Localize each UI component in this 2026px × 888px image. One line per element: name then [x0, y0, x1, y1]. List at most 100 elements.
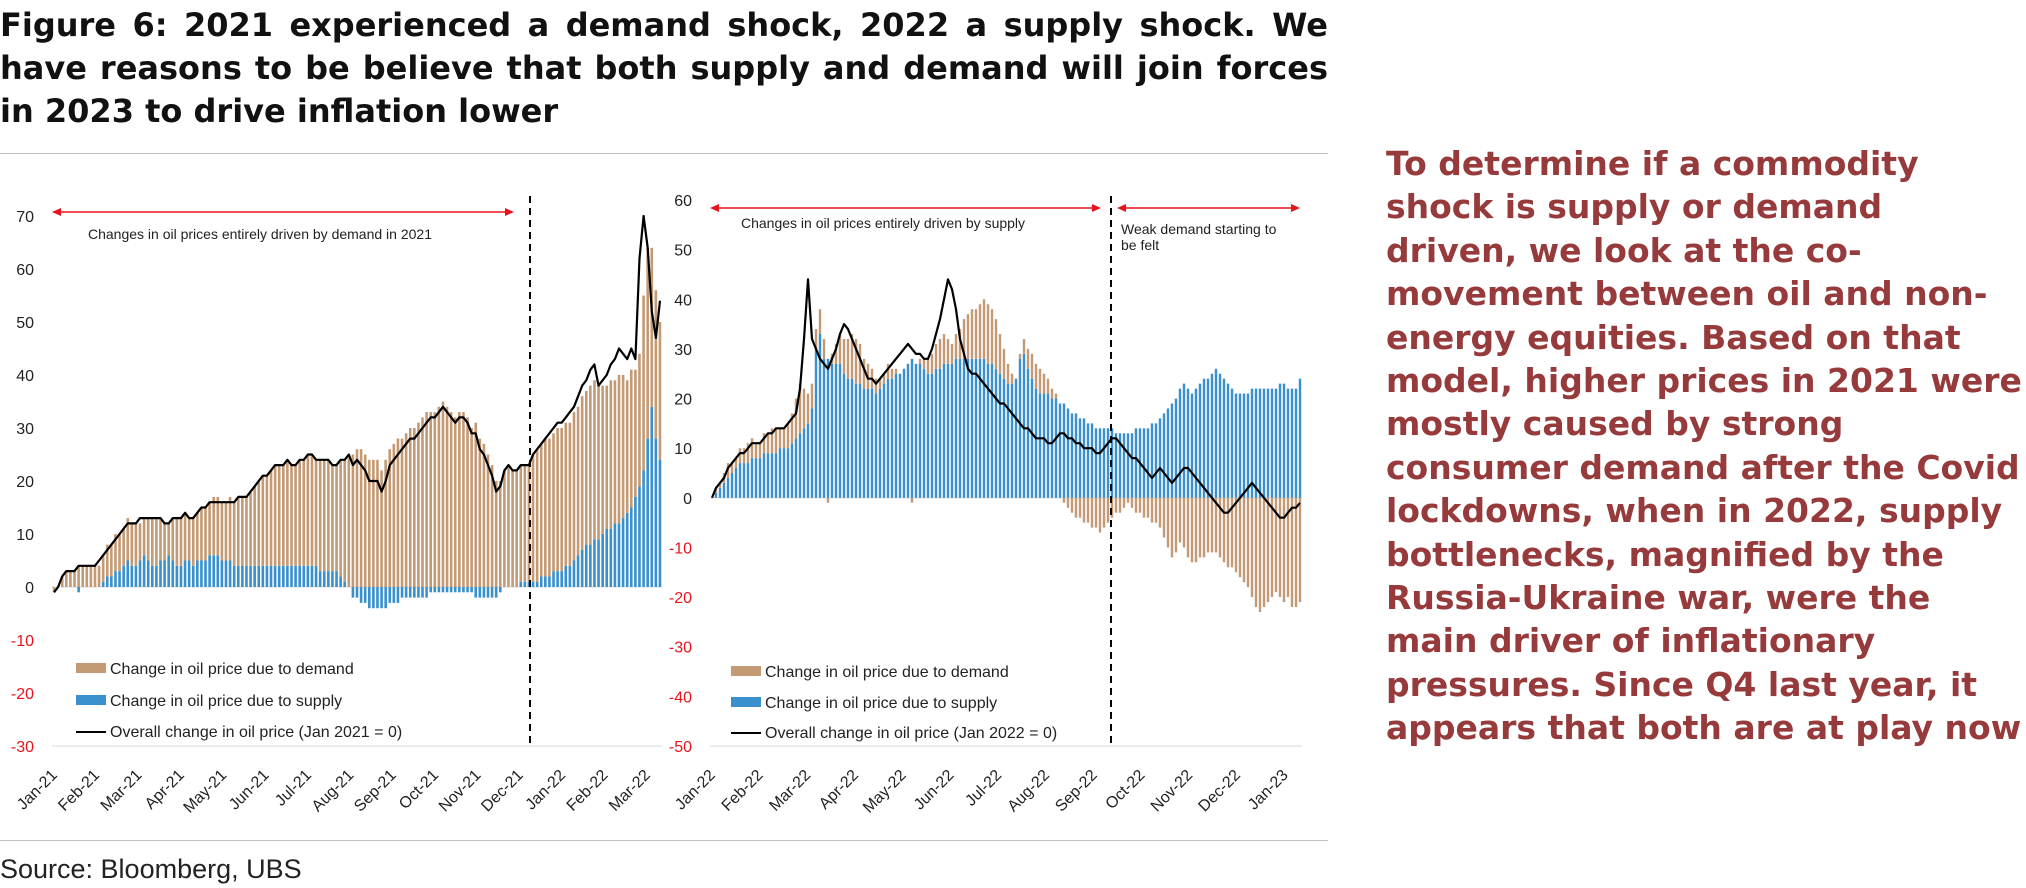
- demand-bar: [774, 428, 778, 454]
- supply-bar: [1214, 368, 1218, 498]
- supply-bar: [216, 555, 220, 587]
- y-tick-label: 50: [674, 243, 692, 260]
- supply-bar: [638, 486, 641, 587]
- supply-bar: [163, 560, 166, 587]
- demand-bar: [1262, 497, 1266, 608]
- annotation-line: Weak demand starting to: [1121, 221, 1277, 237]
- demand-bar: [998, 334, 1002, 374]
- supply-bar: [866, 388, 870, 498]
- supply-bar: [922, 368, 926, 498]
- demand-bar: [155, 518, 158, 566]
- y-tick-label: 70: [16, 209, 34, 226]
- demand-bar: [806, 393, 810, 424]
- supply-bar: [974, 358, 978, 498]
- supply-bar: [613, 523, 617, 587]
- supply-bar: [232, 565, 236, 587]
- demand-bar: [1110, 497, 1114, 518]
- demand-bar: [1250, 497, 1254, 598]
- supply-bar: [478, 587, 482, 598]
- supply-bar: [396, 587, 400, 603]
- demand-bar: [572, 412, 576, 561]
- demand-bar: [69, 571, 72, 587]
- legend-swatch-demand: [76, 663, 106, 673]
- supply-bar: [718, 487, 722, 498]
- demand-bar: [302, 459, 306, 566]
- supply-bar: [778, 448, 782, 498]
- supply-bar: [962, 358, 966, 498]
- arrow-head-left: [710, 204, 719, 212]
- demand-bar: [1122, 497, 1126, 508]
- x-tick-label: Oct-21: [396, 767, 442, 813]
- demand-bar: [794, 398, 798, 439]
- source-note: Source: Bloomberg, UBS: [0, 854, 302, 884]
- supply-bar: [388, 587, 392, 603]
- arrow-head-right: [505, 208, 514, 216]
- supply-bar: [1002, 378, 1006, 498]
- demand-bar: [1154, 497, 1158, 523]
- demand-bar: [241, 496, 244, 566]
- supply-bar: [870, 388, 874, 498]
- supply-bar: [335, 571, 338, 587]
- demand-bar: [1246, 497, 1250, 588]
- supply-bar: [798, 433, 802, 498]
- legend-label: Change in oil price due to demand: [765, 664, 1009, 681]
- demand-bar: [650, 247, 654, 407]
- demand-bar: [1222, 497, 1226, 563]
- supply-bar: [838, 363, 842, 498]
- supply-bar: [142, 555, 146, 587]
- demand-bar: [208, 502, 211, 556]
- demand-bar: [974, 309, 978, 359]
- supply-bar: [539, 576, 543, 587]
- demand-bar: [441, 401, 445, 587]
- supply-bar: [842, 373, 846, 498]
- x-tick-label: Sep-22: [1052, 767, 1101, 816]
- demand-bar: [449, 412, 453, 587]
- supply-bar: [722, 482, 726, 498]
- supply-bar: [1250, 388, 1254, 498]
- demand-bar: [1138, 497, 1142, 513]
- demand-bar: [1022, 338, 1026, 354]
- supply-bar: [726, 477, 730, 498]
- supply-bar: [1190, 393, 1194, 498]
- supply-bar: [1050, 398, 1054, 498]
- y-tick-label: -20: [11, 686, 34, 703]
- y-tick-label: -30: [669, 640, 692, 657]
- supply-bar: [429, 587, 432, 593]
- supply-bar: [408, 587, 412, 598]
- x-tick-label: Nov-22: [1148, 767, 1197, 816]
- x-tick-label: Aug-21: [309, 767, 358, 816]
- demand-bar: [1050, 388, 1054, 399]
- demand-bar: [1294, 497, 1298, 608]
- demand-bar: [938, 338, 942, 369]
- demand-bar: [601, 385, 604, 534]
- demand-bar: [421, 417, 424, 587]
- supply-bar: [1294, 388, 1298, 498]
- demand-bar: [376, 459, 379, 587]
- supply-bar: [494, 587, 498, 598]
- demand-bar: [629, 369, 633, 508]
- demand-bar: [60, 576, 64, 587]
- demand-bar: [754, 443, 758, 459]
- demand-bar: [1114, 497, 1118, 513]
- demand-bar: [746, 443, 750, 464]
- supply-bar: [1290, 388, 1294, 498]
- legend: Change in oil price due to demand Change …: [731, 664, 1057, 742]
- supply-bar: [986, 363, 990, 498]
- demand-bar: [1082, 497, 1086, 523]
- supply-bar: [742, 463, 746, 498]
- supply-bar: [261, 565, 265, 587]
- legend-swatch-supply: [731, 697, 761, 707]
- supply-bar: [874, 393, 878, 498]
- supply-bar: [1198, 383, 1202, 498]
- y-tick-label: 30: [674, 342, 692, 359]
- supply-bar: [714, 492, 718, 498]
- demand-bar: [114, 534, 117, 572]
- demand-bar: [1146, 497, 1150, 518]
- demand-bar: [854, 338, 858, 384]
- supply-bar: [646, 438, 649, 587]
- supply-bar: [183, 560, 187, 587]
- supply-bar: [1210, 373, 1214, 498]
- demand-bar: [97, 565, 101, 587]
- annotation-text: Changes in oil prices entirely driven by…: [88, 226, 432, 242]
- demand-bar: [1118, 497, 1122, 513]
